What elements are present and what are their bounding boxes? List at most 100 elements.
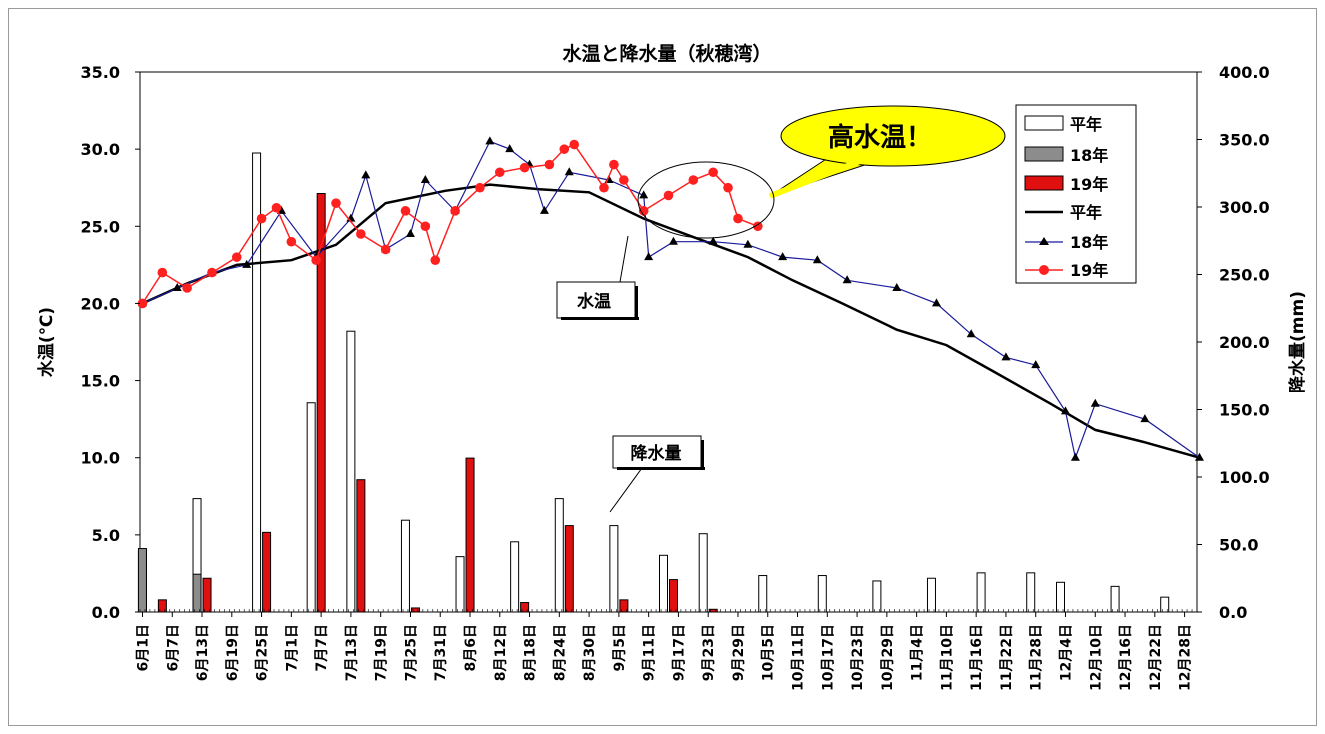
- marker-18: [1090, 398, 1100, 407]
- y-left-tick-label: 30.0: [81, 140, 120, 159]
- chart-title: 水温と降水量（秋穂湾）: [562, 42, 771, 65]
- marker-19: [430, 255, 441, 266]
- x-tick-label: 11月28日: [1029, 624, 1045, 691]
- y-left-label: 水温(℃): [36, 307, 57, 377]
- bar-heinen: [554, 498, 564, 613]
- x-tick-label: 9月17日: [671, 624, 687, 681]
- marker-19: [207, 267, 217, 278]
- x-tick-label: 8月24日: [552, 624, 568, 681]
- marker-19: [688, 175, 699, 185]
- bar-heinen: [510, 541, 520, 613]
- legend-swatch-heinen-bar: [1024, 115, 1064, 131]
- y-left-tick-label: 10.0: [81, 449, 120, 468]
- x-tick-label: 6月1日: [135, 624, 151, 671]
- marker-18: [966, 329, 976, 338]
- legend-label: 18年: [1070, 146, 1108, 165]
- y-left-tick-label: 15.0: [81, 372, 120, 391]
- x-tick-label: 9月11日: [642, 624, 658, 681]
- x-tick-label: 7月31日: [433, 624, 449, 681]
- x-tick-label: 10月29日: [880, 624, 896, 691]
- marker-18: [778, 252, 788, 261]
- x-tick-label: 12月16日: [1118, 624, 1134, 691]
- bar-heinen: [1055, 581, 1065, 613]
- marker-19: [400, 206, 411, 216]
- bar-heinen: [306, 402, 316, 613]
- legend-marker-triangle: [1039, 237, 1049, 245]
- marker-19: [619, 175, 629, 185]
- x-tick-label: 8月18日: [523, 624, 539, 681]
- x-tick-label: 6月25日: [255, 624, 271, 681]
- marker-18: [505, 144, 515, 153]
- marker-19: [256, 213, 267, 224]
- marker-18: [172, 283, 182, 291]
- x-tick-label: 6月13日: [195, 624, 211, 681]
- y-right-label: 降水量(mm): [1287, 291, 1308, 393]
- bar-heinen: [346, 330, 356, 613]
- temperature-lines: [137, 136, 1204, 461]
- precip-label-text: 降水量: [631, 443, 682, 464]
- marker-19: [137, 298, 148, 309]
- x-tick-label: 8月6日: [463, 624, 479, 671]
- line-18: [142, 140, 1200, 460]
- y-right-tick-label: 100.0: [1219, 468, 1270, 487]
- marker-19: [356, 229, 366, 239]
- bar-heinen: [400, 519, 410, 613]
- x-tick-label: 11月4日: [910, 624, 926, 681]
- legend: 平年 18年 19年 平年 18年 19年: [1015, 104, 1137, 284]
- precip-bars: [137, 152, 1170, 613]
- legend-marker-circle: [1039, 265, 1049, 275]
- marker-19: [311, 255, 321, 266]
- marker-18: [1194, 452, 1204, 461]
- temp-label-callout: 水温: [556, 235, 639, 320]
- x-tick-label: 10月11日: [791, 624, 807, 691]
- bar-heinen: [758, 575, 768, 613]
- marker-18: [242, 259, 252, 268]
- bar-19: [619, 599, 629, 613]
- marker-19: [708, 167, 718, 178]
- x-tick-label: 10月17日: [820, 624, 836, 691]
- bar-heinen: [1160, 596, 1170, 613]
- marker-18: [276, 205, 286, 214]
- bar-heinen: [698, 533, 708, 613]
- marker-18: [743, 239, 753, 248]
- bar-19: [465, 457, 475, 613]
- bar-19: [410, 607, 420, 613]
- marker-18: [708, 236, 718, 245]
- marker-19: [231, 252, 242, 262]
- x-tick-label: 9月29日: [731, 624, 747, 681]
- marker-18: [644, 252, 654, 261]
- y-right-tick-label: 200.0: [1219, 333, 1270, 352]
- marker-19: [599, 182, 609, 193]
- legend-swatch-19-bar: [1024, 175, 1064, 191]
- x-tick-label: 12月4日: [1058, 624, 1074, 681]
- bar-19: [202, 577, 212, 613]
- bar-19: [708, 608, 718, 613]
- marker-19: [157, 267, 168, 278]
- y-left-tick-label: 0.0: [92, 603, 120, 622]
- x-tick-label: 7月1日: [284, 624, 300, 671]
- x-tick-label: 8月12日: [493, 624, 509, 681]
- marker-19: [475, 182, 485, 193]
- y-left-tick-label: 25.0: [81, 217, 120, 236]
- marker-19: [663, 190, 674, 201]
- marker-19: [638, 206, 649, 216]
- marker-18: [539, 205, 549, 214]
- legend-label: 平年: [1070, 115, 1102, 134]
- bar-18: [192, 573, 202, 613]
- marker-19: [753, 221, 763, 232]
- bar-heinen: [1026, 572, 1036, 613]
- x-tick-label: 10月5日: [761, 624, 777, 681]
- bar-heinen: [659, 554, 668, 613]
- marker-18: [812, 255, 822, 264]
- x-tick-label: 11月16日: [969, 624, 985, 691]
- x-tick-label: 9月5日: [612, 624, 628, 671]
- x-tick-label: 6月7日: [165, 624, 181, 671]
- y-right-tick-label: 0.0: [1219, 603, 1247, 622]
- marker-18: [1070, 452, 1080, 461]
- x-tick-label: 7月19日: [374, 624, 390, 681]
- marker-18: [842, 275, 852, 284]
- y-right-tick-label: 400.0: [1219, 63, 1270, 82]
- marker-19: [182, 283, 192, 293]
- bar-19: [520, 602, 530, 613]
